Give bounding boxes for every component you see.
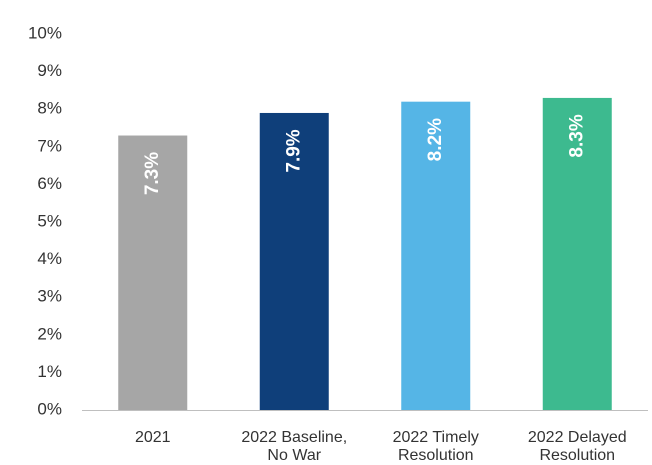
y-tick-label: 7% (37, 136, 62, 155)
x-category-label-line: Resolution (398, 447, 474, 464)
y-tick-label: 1% (37, 362, 62, 381)
bar (542, 97, 612, 411)
x-category-label: 2022 Delayed Resolution (528, 429, 627, 464)
y-tick-label: 8% (37, 99, 62, 118)
x-category-label-line: 2021 (135, 429, 171, 446)
bar-data-label: 8.3% (566, 114, 587, 157)
bar-data-label: 7.3% (142, 152, 163, 195)
x-category-label-line: 2022 Timely (393, 429, 479, 446)
x-category-label-line: Resolution (539, 447, 615, 464)
y-tick-label: 2% (37, 324, 62, 343)
y-tick-label: 3% (37, 287, 62, 306)
x-category-label: 2022 Baseline, No War (241, 429, 347, 464)
y-tick-label: 6% (37, 174, 62, 193)
bar-data-label: 7.9% (283, 129, 304, 172)
y-tick-label: 0% (37, 399, 62, 418)
bar (401, 101, 471, 411)
bar-data-label: 8.2% (425, 118, 446, 161)
y-tick-label: 10% (28, 23, 62, 42)
x-category-label: 2022 Timely Resolution (393, 429, 479, 464)
y-tick-label: 9% (37, 61, 62, 80)
bar (259, 112, 329, 411)
y-axis: 0% 1% 2% 3% 4% 5% 6% 7% 8% 9% 10% (28, 23, 62, 418)
x-category-label-line: 2022 Delayed (528, 429, 627, 446)
bar (118, 135, 188, 410)
y-tick-label: 4% (37, 249, 62, 268)
x-category-label-line: No War (267, 447, 321, 464)
x-category-label-line: 2022 Baseline, (241, 429, 347, 446)
x-category-label: 2021 (135, 429, 171, 446)
y-tick-label: 5% (37, 211, 62, 230)
bars: 7.3% 7.9% 8.2% 8.3% (118, 97, 612, 411)
